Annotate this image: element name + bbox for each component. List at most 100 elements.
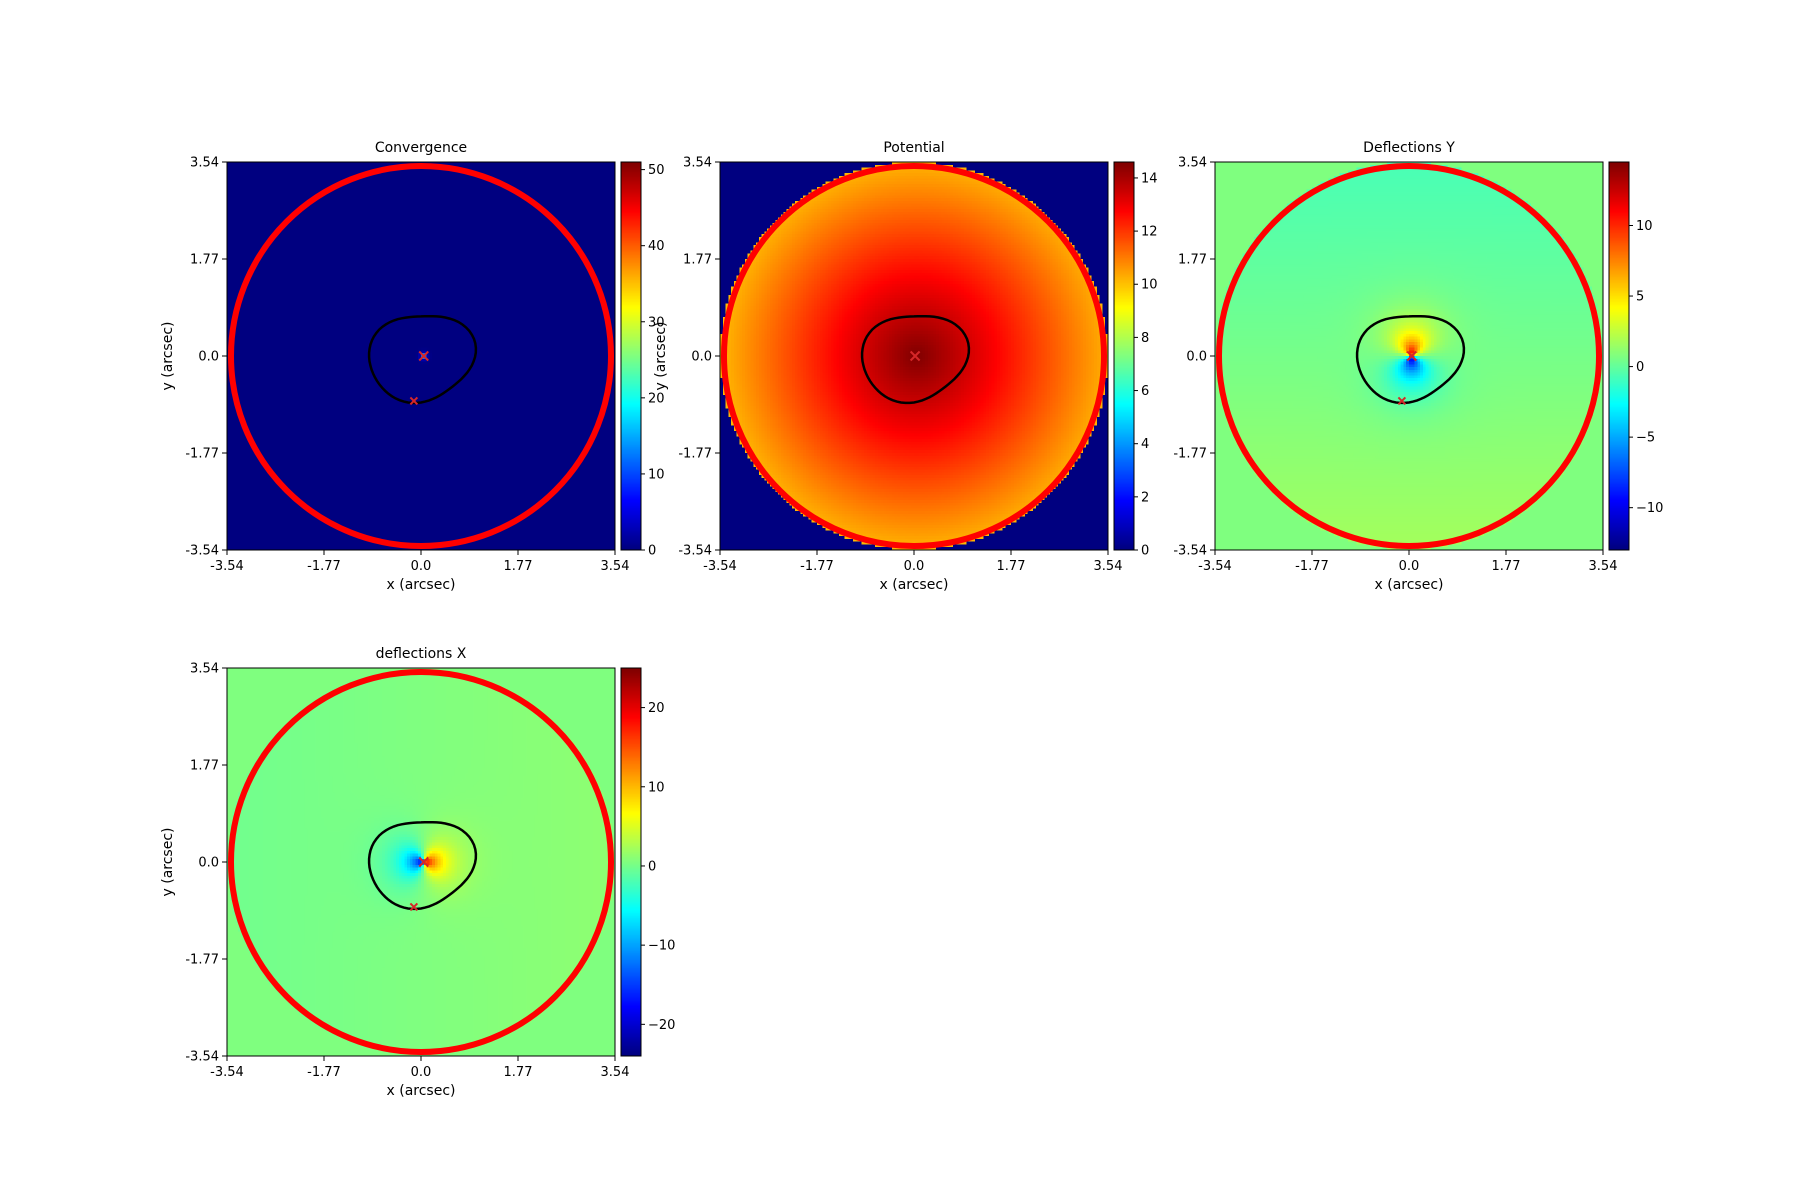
y-tick-label: 1.77 xyxy=(190,253,219,268)
x-tick-label: -3.54 xyxy=(703,559,737,574)
panel-0: -3.54 -1.77 0.0 1.77 3.54 3.54 1.77 0.0 -1.77 -3.… xyxy=(160,140,665,593)
x-tick-label: -1.77 xyxy=(307,559,341,574)
marker-point xyxy=(418,350,429,362)
colorbar xyxy=(621,668,641,1056)
colorbar-frame xyxy=(1608,161,1630,551)
colorbar-tick-label: 12 xyxy=(1141,225,1158,240)
critical-curve xyxy=(367,314,478,405)
marker-point xyxy=(909,350,921,362)
critical-curve xyxy=(860,314,971,405)
panel-3: -3.54 -1.77 0.0 1.77 3.54 3.54 1.77 0.0 -1.77 -3.… xyxy=(160,646,675,1099)
y-axis-label: y (arcsec) xyxy=(653,322,669,391)
colorbar-tick-label: 6 xyxy=(1141,384,1149,399)
colorbar-frame xyxy=(620,161,642,551)
colorbar xyxy=(1114,162,1134,550)
y-tick-label: 0.0 xyxy=(198,350,219,365)
y-axis-label: y (arcsec) xyxy=(160,322,176,391)
colorbar-tick-label: 10 xyxy=(648,467,665,482)
y-tick-label: 1.77 xyxy=(683,253,712,268)
critical-curve xyxy=(367,820,478,911)
x-tick-label: 1.77 xyxy=(504,559,533,574)
colorbar-tick-label: −5 xyxy=(1636,431,1655,446)
heatmap-image xyxy=(227,162,615,550)
x-tick-label: 0.0 xyxy=(904,559,925,574)
colorbar-tick-label: 5 xyxy=(1636,290,1644,305)
x-tick-label: 0.0 xyxy=(1399,559,1420,574)
panel-1: -3.54 -1.77 0.0 1.77 3.54 3.54 1.77 0.0 -1.77 -3.… xyxy=(653,140,1158,593)
x-tick-label: 0.0 xyxy=(411,559,432,574)
x-tick-label: 1.77 xyxy=(1492,559,1521,574)
colorbar-tick-label: 20 xyxy=(648,701,665,716)
heatmap-image xyxy=(1215,162,1603,550)
y-tick-label: -3.54 xyxy=(185,544,219,559)
border-circle xyxy=(228,163,614,549)
y-tick-label: 3.54 xyxy=(190,662,219,677)
colorbar-tick-label: 30 xyxy=(648,315,665,330)
colorbar-tick-label: 14 xyxy=(1141,171,1158,186)
x-tick-label: -1.77 xyxy=(307,1065,341,1080)
marker-point xyxy=(409,902,419,912)
y-tick-label: -3.54 xyxy=(678,544,712,559)
border-circle xyxy=(1216,163,1602,549)
y-tick-label: -1.77 xyxy=(678,447,712,462)
border-circle xyxy=(721,163,1107,549)
marker-point xyxy=(418,856,429,868)
y-tick-label: 3.54 xyxy=(683,156,712,171)
y-axis-label: y (arcsec) xyxy=(160,828,176,897)
x-axis-label: x (arcsec) xyxy=(387,1083,456,1099)
marker-point xyxy=(1397,396,1407,406)
y-tick-label: -3.54 xyxy=(185,1050,219,1065)
colorbar-tick-label: 10 xyxy=(648,780,665,795)
x-axis-label: x (arcsec) xyxy=(387,577,456,593)
x-tick-label: -3.54 xyxy=(1198,559,1232,574)
colorbar-tick-label: 4 xyxy=(1141,437,1149,452)
colorbar xyxy=(621,162,641,550)
x-axis-label: x (arcsec) xyxy=(880,577,949,593)
y-tick-label: 3.54 xyxy=(190,156,219,171)
colorbar-tick-label: 10 xyxy=(1141,278,1158,293)
x-axis-label: x (arcsec) xyxy=(1375,577,1444,593)
critical-curve xyxy=(1355,314,1466,405)
colorbar-frame xyxy=(1113,161,1135,551)
x-tick-label: -1.77 xyxy=(1295,559,1329,574)
colorbar-tick-label: −10 xyxy=(648,939,675,954)
chart-title: Deflections Y xyxy=(1363,140,1455,156)
y-tick-label: 0.0 xyxy=(198,856,219,871)
marker-point xyxy=(1406,350,1417,362)
y-tick-label: 3.54 xyxy=(1178,156,1207,171)
colorbar-tick-label: 0 xyxy=(648,544,656,559)
x-tick-label: 0.0 xyxy=(411,1065,432,1080)
y-tick-label: -3.54 xyxy=(1173,544,1207,559)
colorbar-tick-label: 0 xyxy=(648,859,656,874)
colorbar-tick-label: 8 xyxy=(1141,331,1149,346)
heatmap-image xyxy=(227,668,615,1056)
colorbar-tick-label: 0 xyxy=(1141,544,1149,559)
y-tick-label: 1.77 xyxy=(190,759,219,774)
colorbar-tick-label: 0 xyxy=(1636,360,1644,375)
x-tick-label: -3.54 xyxy=(210,1065,244,1080)
colorbar-tick-label: 2 xyxy=(1141,490,1149,505)
colorbar-tick-label: −20 xyxy=(648,1018,675,1033)
colorbar-tick-label: 50 xyxy=(648,163,665,178)
marker-point xyxy=(409,396,419,406)
chart-title: deflections X xyxy=(376,646,467,662)
panel-2: -3.54 -1.77 0.0 1.77 3.54 3.54 1.77 0.0 -1.77 -3.… xyxy=(1173,140,1663,593)
x-tick-label: 3.54 xyxy=(601,1065,630,1080)
x-tick-label: -3.54 xyxy=(210,559,244,574)
y-tick-label: 0.0 xyxy=(691,350,712,365)
y-tick-label: 0.0 xyxy=(1186,350,1207,365)
colorbar-tick-label: 20 xyxy=(648,391,665,406)
y-tick-label: 1.77 xyxy=(1178,253,1207,268)
colorbar xyxy=(1609,162,1629,550)
x-tick-label: 3.54 xyxy=(1589,559,1618,574)
x-tick-label: 1.77 xyxy=(504,1065,533,1080)
colorbar-frame xyxy=(620,667,642,1057)
x-tick-label: 3.54 xyxy=(601,559,630,574)
colorbar-tick-label: −10 xyxy=(1636,501,1663,516)
border-circle xyxy=(228,669,614,1055)
x-tick-label: 3.54 xyxy=(1094,559,1123,574)
chart-title: Convergence xyxy=(375,140,467,156)
colorbar-tick-label: 10 xyxy=(1636,219,1653,234)
chart-title: Potential xyxy=(883,140,944,156)
